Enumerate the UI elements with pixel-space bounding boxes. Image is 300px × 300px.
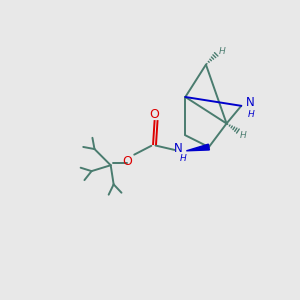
Text: H: H — [180, 154, 187, 163]
Text: H: H — [219, 47, 226, 56]
Text: O: O — [122, 155, 132, 168]
Text: O: O — [150, 108, 160, 121]
Text: H: H — [240, 131, 247, 140]
Text: H: H — [247, 110, 254, 118]
Text: N: N — [174, 142, 182, 155]
Polygon shape — [186, 144, 209, 151]
Text: N: N — [246, 96, 255, 110]
